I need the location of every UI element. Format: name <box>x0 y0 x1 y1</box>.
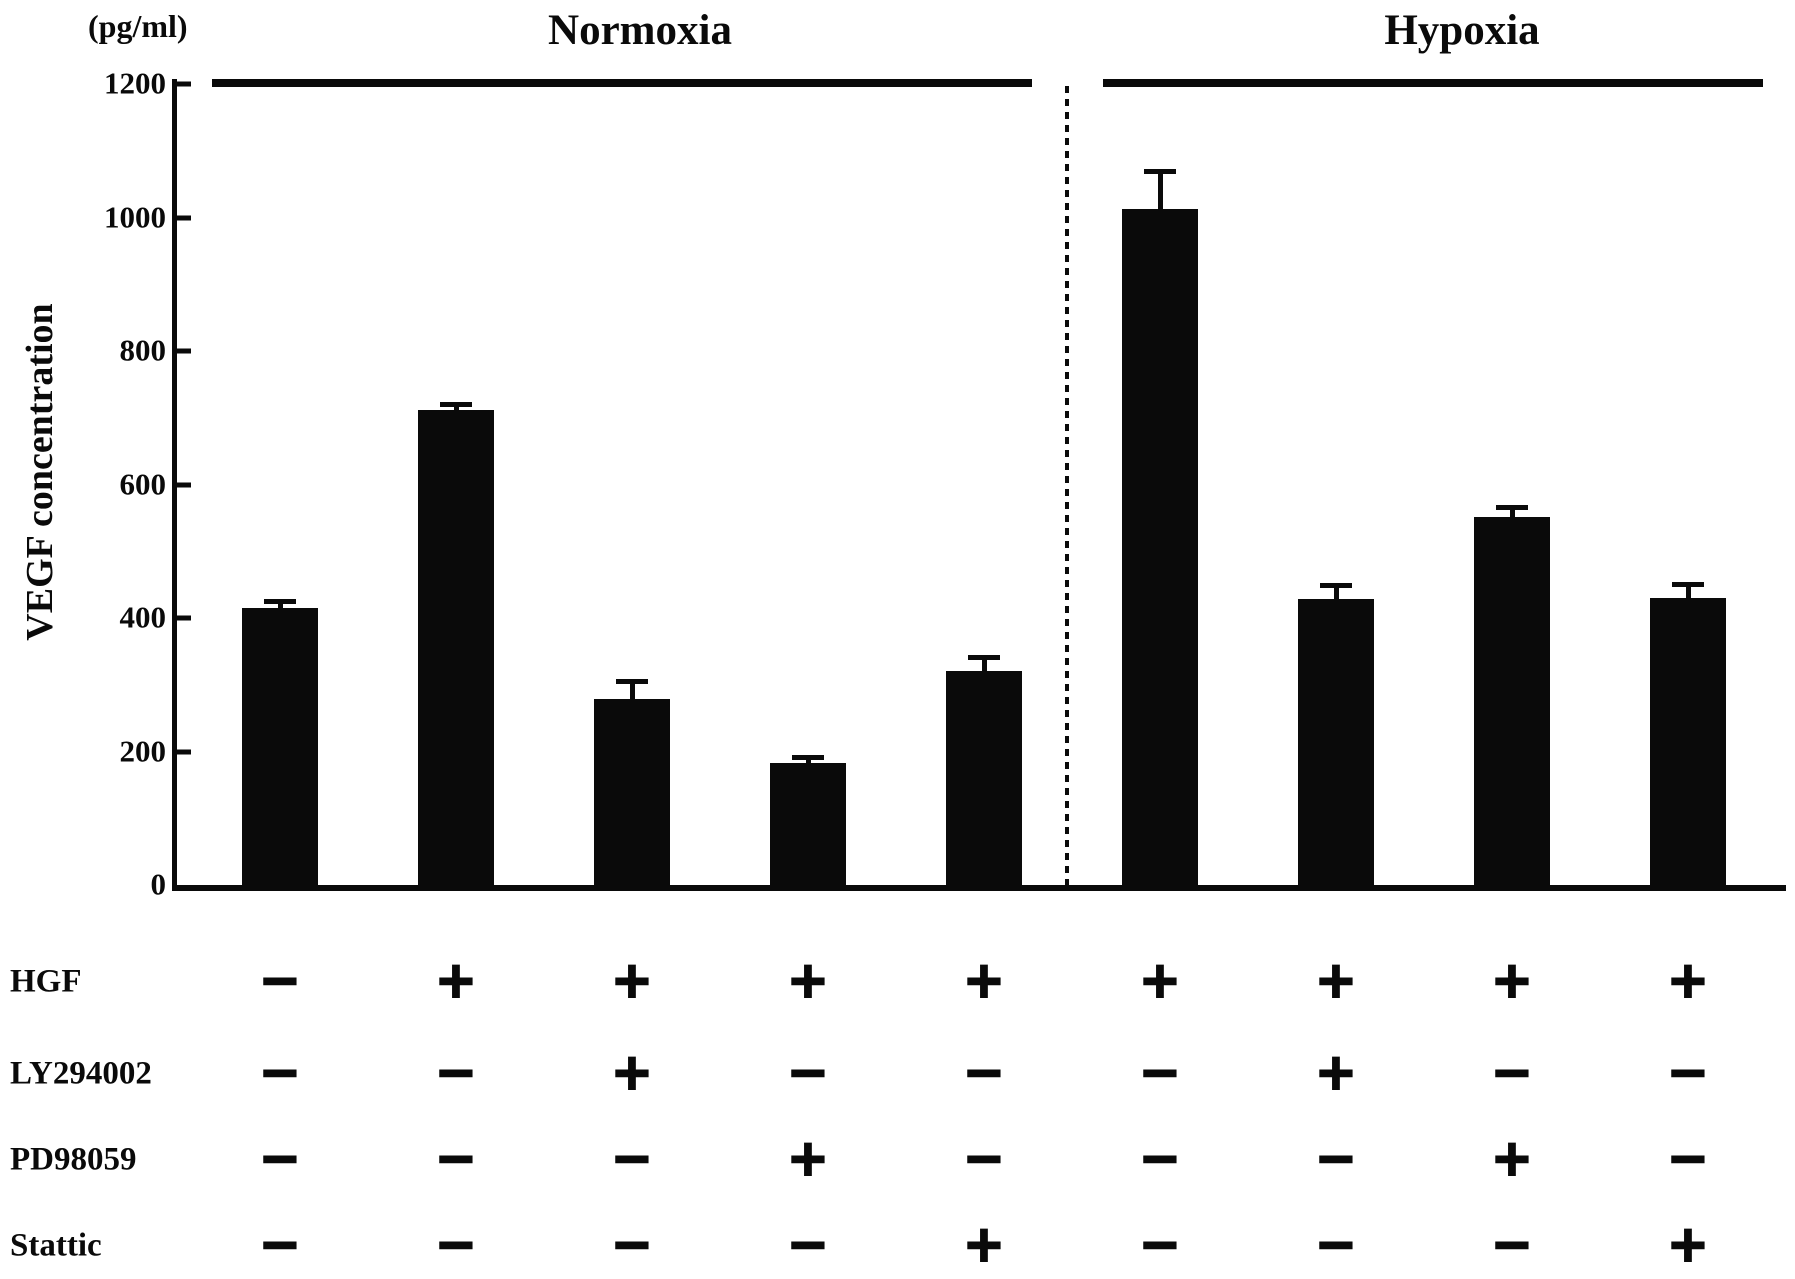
sign-stattic-col5: + <box>962 1215 1006 1273</box>
sign-ly294002-col3: + <box>610 1043 654 1101</box>
bar-normoxia-control <box>242 607 318 889</box>
y-tick-mark-1000 <box>177 215 191 220</box>
y-tick-label-200: 200 <box>119 732 167 768</box>
error-bar-stem <box>1333 584 1339 606</box>
y-tick-label-1000: 1000 <box>104 198 166 234</box>
sign-stattic-col7: − <box>1314 1215 1358 1273</box>
row-label-hgf: HGF <box>10 963 82 1000</box>
sign-stattic-col6: − <box>1138 1215 1182 1273</box>
sign-stattic-col4: − <box>786 1215 830 1273</box>
y-axis-unit-label: (pg/ml) <box>88 8 188 44</box>
row-label-ly294002: LY294002 <box>10 1055 152 1092</box>
sign-pd98059-col6: − <box>1138 1129 1182 1187</box>
sign-pd98059-col8: + <box>1490 1129 1534 1187</box>
sign-pd98059-col1: − <box>258 1129 302 1187</box>
error-bar-stem <box>453 403 459 416</box>
error-bar-cap <box>1672 581 1704 587</box>
group-label-normoxia: Normoxia <box>548 7 732 54</box>
sign-hgf-col7: + <box>1314 951 1358 1009</box>
y-tick-label-600: 600 <box>119 465 167 501</box>
error-bar-stem <box>1157 170 1163 216</box>
sign-ly294002-col6: − <box>1138 1043 1182 1101</box>
sign-hgf-col6: + <box>1138 951 1182 1009</box>
error-bar-cap <box>792 754 824 760</box>
row-label-stattic: Stattic <box>10 1227 102 1264</box>
y-tick-mark-600 <box>177 482 191 487</box>
y-tick-mark-1200 <box>177 81 191 87</box>
sign-hgf-col8: + <box>1490 951 1534 1009</box>
row-label-pd98059: PD98059 <box>10 1141 137 1178</box>
sign-stattic-col8: − <box>1490 1215 1534 1273</box>
error-bar-stem <box>1509 506 1515 523</box>
error-bar-cap <box>968 655 1000 661</box>
sign-hgf-col9: + <box>1666 951 1710 1009</box>
bar-hypoxia-hgf-pd98059 <box>1474 516 1550 889</box>
sign-stattic-col9: + <box>1666 1215 1710 1273</box>
sign-hgf-col1: − <box>258 951 302 1009</box>
sign-ly294002-col5: − <box>962 1043 1006 1101</box>
sign-pd98059-col9: − <box>1666 1129 1710 1187</box>
sign-ly294002-col1: − <box>258 1043 302 1101</box>
sign-hgf-col4: + <box>786 951 830 1009</box>
sign-pd98059-col2: − <box>434 1129 478 1187</box>
y-tick-label-0: 0 <box>150 866 167 902</box>
bar-hypoxia-hgf-stattic <box>1650 597 1726 889</box>
sign-hgf-col2: + <box>434 951 478 1009</box>
sign-pd98059-col3: − <box>610 1129 654 1187</box>
sign-hgf-col3: + <box>610 951 654 1009</box>
bar-hypoxia-hgf <box>1122 209 1198 889</box>
error-bar-cap <box>1144 168 1176 174</box>
bar-normoxia-hgf <box>418 409 494 889</box>
error-bar-cap <box>1496 504 1528 510</box>
error-bar-stem <box>981 657 987 678</box>
bar-hypoxia-hgf-ly294002 <box>1298 599 1374 889</box>
y-axis-line <box>172 79 177 891</box>
bar-normoxia-hgf-pd98059 <box>770 762 846 889</box>
y-tick-mark-800 <box>177 348 191 354</box>
error-bar-stem <box>1685 583 1691 604</box>
sign-stattic-col1: − <box>258 1215 302 1273</box>
sign-pd98059-col5: − <box>962 1129 1006 1187</box>
normoxia-overline <box>212 79 1032 87</box>
sign-pd98059-col4: + <box>786 1129 830 1187</box>
sign-hgf-col5: + <box>962 951 1006 1009</box>
bar-normoxia-hgf-ly294002 <box>594 699 670 889</box>
error-bar-cap <box>440 401 472 407</box>
sign-ly294002-col4: − <box>786 1043 830 1101</box>
error-bar-cap <box>1320 582 1352 588</box>
sign-ly294002-col7: + <box>1314 1043 1358 1101</box>
sign-ly294002-col9: − <box>1666 1043 1710 1101</box>
bar-normoxia-hgf-stattic <box>946 671 1022 889</box>
sign-ly294002-col2: − <box>434 1043 478 1101</box>
error-bar-cap <box>616 679 648 685</box>
group-label-hypoxia: Hypoxia <box>1384 7 1540 54</box>
y-tick-label-800: 800 <box>119 332 167 368</box>
y-tick-label-1200: 1200 <box>104 65 166 101</box>
y-tick-mark-200 <box>177 749 191 754</box>
y-tick-label-400: 400 <box>119 599 167 635</box>
sign-ly294002-col8: − <box>1490 1043 1534 1101</box>
error-bar-cap <box>264 599 296 605</box>
error-bar-stem <box>629 681 635 706</box>
error-bar-stem <box>805 756 811 769</box>
group-divider-dotted-line <box>1065 86 1069 885</box>
y-tick-mark-400 <box>177 615 191 621</box>
sign-stattic-col2: − <box>434 1215 478 1273</box>
hypoxia-overline <box>1103 79 1763 87</box>
sign-stattic-col3: − <box>610 1215 654 1273</box>
sign-pd98059-col7: − <box>1314 1129 1358 1187</box>
error-bar-stem <box>277 601 283 614</box>
